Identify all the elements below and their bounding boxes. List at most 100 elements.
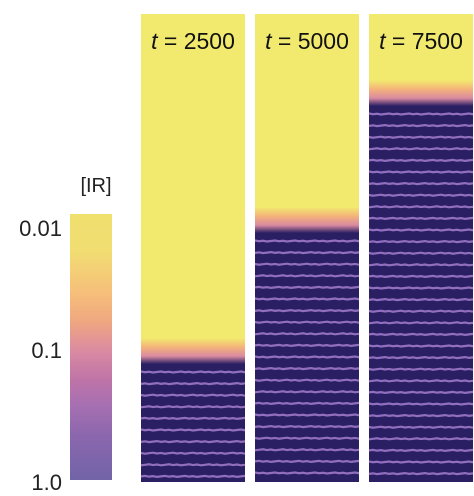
stripe xyxy=(369,471,473,476)
stripe xyxy=(141,370,245,374)
stripe-line xyxy=(255,343,359,348)
stripe-line xyxy=(369,379,473,383)
stripe xyxy=(369,297,473,302)
stripe xyxy=(255,308,359,313)
high-concentration-region xyxy=(141,14,245,342)
stripe-line xyxy=(369,263,473,267)
stripe xyxy=(255,459,359,464)
stripe-line xyxy=(255,390,359,394)
stripe-line xyxy=(369,332,473,337)
stripe xyxy=(369,321,473,325)
stripe-line xyxy=(369,402,473,406)
stripe xyxy=(141,416,245,421)
stripe xyxy=(255,239,359,243)
panel-label-t7500: t = 7500 xyxy=(379,28,463,54)
stripe-line xyxy=(369,112,473,116)
stripe xyxy=(369,251,473,255)
stripe-line xyxy=(255,332,359,336)
stripe-line xyxy=(369,228,473,232)
stripe xyxy=(369,344,473,348)
stripe xyxy=(369,170,473,174)
stripe-line xyxy=(369,390,473,395)
stripe-line xyxy=(141,416,245,421)
stripe xyxy=(369,193,473,197)
stripe xyxy=(255,297,359,301)
stripe-line xyxy=(369,123,473,128)
reaction-front xyxy=(141,338,245,364)
stripe xyxy=(255,366,359,371)
stripe-line xyxy=(255,297,359,301)
stripe-line xyxy=(369,239,473,244)
stripe-line xyxy=(369,193,473,197)
colorbar-title: [IR] xyxy=(80,175,112,197)
stripe-line xyxy=(255,274,359,278)
stripe xyxy=(369,112,473,116)
stripe-line xyxy=(141,463,245,467)
panel-t7500: t = 7500 xyxy=(369,14,473,482)
stripe xyxy=(141,463,245,467)
stripe-line xyxy=(369,471,473,476)
stripe xyxy=(369,123,473,128)
stripe-line xyxy=(369,448,473,453)
stripe-line xyxy=(255,378,359,382)
stripe xyxy=(255,471,359,475)
stripe-line xyxy=(369,216,473,221)
stripe-line xyxy=(369,170,473,174)
stripe xyxy=(255,262,359,266)
panel-t2500: t = 2500 xyxy=(141,14,245,482)
stripe xyxy=(369,263,473,267)
stripe-line xyxy=(141,439,245,444)
stripe xyxy=(141,451,245,455)
stripe-line xyxy=(369,367,473,371)
stripe xyxy=(369,274,473,279)
stripe-line xyxy=(255,459,359,464)
stripe-line xyxy=(255,308,359,313)
panel-image-t7500 xyxy=(369,14,473,482)
reaction-front xyxy=(255,207,359,233)
stripe-line xyxy=(141,381,245,386)
stripe-line xyxy=(141,370,245,374)
stripe-line xyxy=(369,274,473,279)
stripe xyxy=(369,448,473,453)
panel-t5000: t = 5000 xyxy=(255,14,359,482)
stripe xyxy=(255,274,359,278)
stripe xyxy=(369,425,473,429)
stripe-line xyxy=(255,424,359,429)
stripe-line xyxy=(255,320,359,324)
stripe-line xyxy=(369,251,473,255)
low-concentration-region xyxy=(369,106,473,482)
stripe xyxy=(369,367,473,371)
stripe xyxy=(369,332,473,337)
stripe xyxy=(141,428,245,432)
colorbar xyxy=(70,214,112,480)
stripe xyxy=(141,393,245,397)
stripe xyxy=(255,332,359,336)
stripe xyxy=(255,390,359,394)
stripe-line xyxy=(255,413,359,417)
panel-label-t2500: t = 2500 xyxy=(151,28,235,54)
stripe xyxy=(369,147,473,151)
stripe-line xyxy=(141,451,245,455)
stripe xyxy=(141,405,245,409)
stripe-line xyxy=(369,297,473,302)
stripe-line xyxy=(369,437,473,441)
stripe-line xyxy=(255,436,359,440)
stripe xyxy=(255,320,359,324)
stripe xyxy=(369,158,473,163)
stripe xyxy=(369,413,473,418)
stripe-line xyxy=(141,405,245,409)
stripe xyxy=(369,460,473,464)
stripe-line xyxy=(255,448,359,452)
stripe-line xyxy=(255,401,359,406)
stripe xyxy=(141,381,245,386)
stripe-line xyxy=(141,393,245,397)
stripe xyxy=(369,228,473,232)
stripe xyxy=(369,216,473,221)
stripe xyxy=(255,436,359,440)
stripe xyxy=(369,355,473,360)
stripe xyxy=(369,379,473,383)
stripe-line xyxy=(369,158,473,163)
stripe-line xyxy=(369,321,473,325)
stripe xyxy=(255,285,359,290)
stripe xyxy=(255,424,359,429)
